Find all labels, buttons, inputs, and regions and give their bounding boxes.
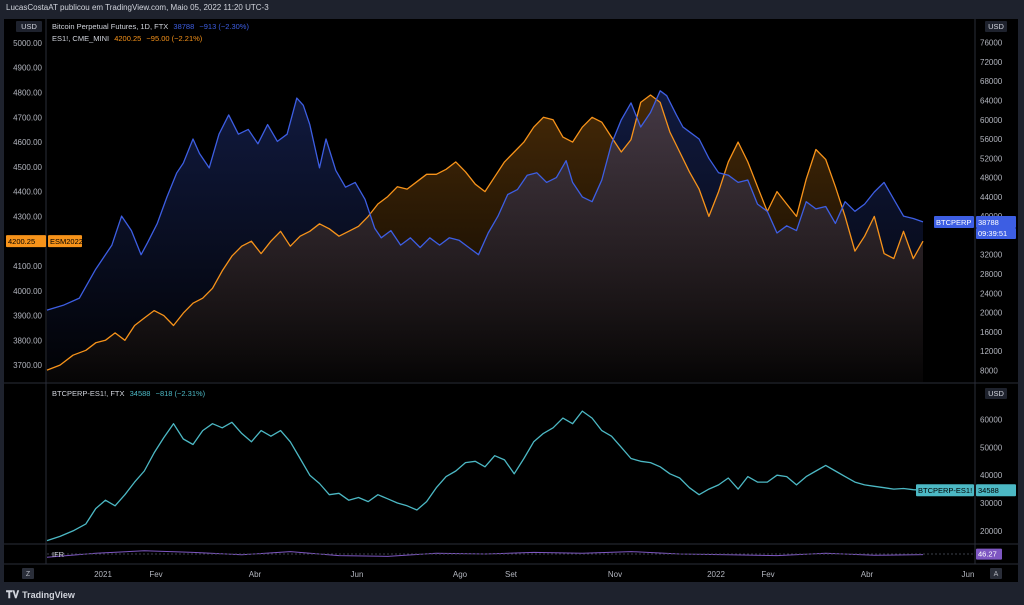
ratio-series-line[interactable] [46, 410, 924, 542]
y-right-tick-label: 64000 [980, 96, 1003, 105]
legend-es-value: 4200.25 [114, 34, 142, 43]
y-right-tick-label: 16000 [980, 328, 1003, 337]
x-tick-label: Fev [149, 570, 162, 579]
y-right-tick-label: 24000 [980, 289, 1003, 298]
x-tick-label: Jun [351, 570, 364, 579]
legend-ratio-name: BTCPERP-ES1!, FTX [52, 389, 125, 398]
x-tick-label: Ago [453, 570, 468, 579]
ratio-tick-label: 30000 [980, 499, 1003, 508]
x-tick-label: 2021 [94, 570, 112, 579]
y-right-tick-label: 68000 [980, 77, 1003, 86]
ratio-tick-label: 60000 [980, 415, 1003, 424]
es-price-tag: 4200.25 [8, 237, 35, 246]
y-left-tick-label: 4500.00 [13, 163, 42, 172]
y-right-tick-label: 60000 [980, 116, 1003, 125]
x-tick-label: Jun [962, 570, 975, 579]
x-tick-label: Abr [249, 570, 262, 579]
legend-es-change: −95.00 (−2.21%) [146, 34, 203, 43]
zoom-z-button-bg [22, 568, 34, 579]
x-tick-label: Nov [608, 570, 622, 579]
y-right-tick-label: 48000 [980, 174, 1003, 183]
y-left-tick-label: 4300.00 [13, 212, 42, 221]
legend-ratio-value: 34588 [129, 389, 151, 398]
y-left-tick-label: 5000.00 [13, 39, 42, 48]
usd-left-badge: USD [21, 22, 37, 31]
y-left-tick-label: 4600.00 [13, 138, 42, 147]
y-left-tick-label: 3700.00 [13, 361, 42, 370]
es1-series-line[interactable] [46, 94, 924, 371]
ratio-ticker-tag-bg [916, 484, 974, 497]
usd-right-badge-bg [985, 21, 1007, 32]
legend-es-name: ES1!, CME_MINI [52, 34, 110, 43]
legend-ifr[interactable]: IFR [52, 550, 67, 559]
x-tick-label: Abr [861, 570, 874, 579]
usd-sub-badge: USD [988, 389, 1004, 398]
y-right-tick-label: 76000 [980, 39, 1003, 48]
x-tick-label: Fev [761, 570, 774, 579]
btc-ticker-tag-bg [934, 215, 974, 228]
usd-left-badge-bg [16, 21, 42, 32]
ifr-value-tag: 46.27 [978, 550, 997, 559]
y-right-tick-label: 56000 [980, 135, 1003, 144]
btc-countdown-tag: 09:39:51 [978, 229, 1007, 238]
auto-scale-button: A [994, 571, 999, 578]
y-right-tick-label: 8000 [980, 366, 998, 375]
legend-ifr-name: IFR [52, 550, 65, 559]
y-right-tick-label: 12000 [980, 347, 1003, 356]
es-price-tag-bg [6, 235, 46, 248]
ratio-ticker-tag: BTCPERP-ES1! [918, 486, 972, 495]
usd-sub-badge-bg [985, 388, 1007, 399]
ratio-tick-label: 20000 [980, 527, 1003, 536]
y-left-tick-label: 4000.00 [13, 287, 42, 296]
y-right-tick-label: 44000 [980, 193, 1003, 202]
y-left-tick-label: 3900.00 [13, 312, 42, 321]
ratio-price-tag-bg [976, 484, 1016, 497]
auto-scale-button-bg [990, 568, 1002, 579]
tv-logo-icon: 𝐓𝐕 [6, 590, 20, 601]
btc-series-area [47, 90, 923, 383]
legend-es[interactable]: ES1!, CME_MINI 4200.25 −95.00 (−2.21%) [52, 34, 205, 43]
y-left-tick-label: 4700.00 [13, 113, 42, 122]
btc-price-tag: 38788 [978, 218, 999, 227]
publication-header: LucasCostaAT publicou em TradingView.com… [6, 3, 269, 12]
y-left-tick-label: 3800.00 [13, 336, 42, 345]
tradingview-logo[interactable]: 𝐓𝐕 TradingView [6, 590, 75, 601]
usd-right-badge: USD [988, 22, 1004, 31]
y-left-tick-label: 4400.00 [13, 188, 42, 197]
btc-price-tag-bg [976, 215, 1016, 228]
legend-ratio-change: −818 (−2.31%) [155, 389, 206, 398]
ratio-tick-label: 40000 [980, 471, 1003, 480]
zoom-z-button: Z [26, 571, 31, 578]
ratio-tick-label: 50000 [980, 443, 1003, 452]
y-right-tick-label: 20000 [980, 309, 1003, 318]
y-left-tick-label: 4100.00 [13, 262, 42, 271]
x-tick-label: Set [505, 570, 518, 579]
es-ticker-tag-bg [48, 235, 82, 248]
btc-ticker-tag: BTCPERP [936, 218, 971, 227]
legend-btc-name: Bitcoin Perpetual Futures, 1D, FTX [52, 22, 169, 31]
y-right-tick-label: 28000 [980, 270, 1003, 279]
legend-btc[interactable]: Bitcoin Perpetual Futures, 1D, FTX 38788… [52, 22, 252, 31]
legend-ratio[interactable]: BTCPERP-ES1!, FTX 34588 −818 (−2.31%) [52, 389, 208, 398]
y-right-tick-label: 52000 [980, 154, 1003, 163]
btc-countdown-tag-bg [976, 227, 1016, 239]
ratio-price-tag: 34588 [978, 486, 999, 495]
x-tick-label: 2022 [707, 570, 725, 579]
es-ticker-tag: ESM2022 [50, 237, 83, 246]
btc-series-line[interactable] [46, 90, 924, 311]
ifr-value-tag-bg [976, 548, 1002, 560]
legend-btc-value: 38788 [173, 22, 195, 31]
y-left-tick-label: 4800.00 [13, 88, 42, 97]
y-right-tick-label: 72000 [980, 58, 1003, 67]
brand-name: TradingView [22, 590, 75, 600]
legend-btc-change: −913 (−2.30%) [199, 22, 249, 31]
y-right-tick-label: 32000 [980, 251, 1003, 260]
y-left-tick-label: 4900.00 [13, 64, 42, 73]
